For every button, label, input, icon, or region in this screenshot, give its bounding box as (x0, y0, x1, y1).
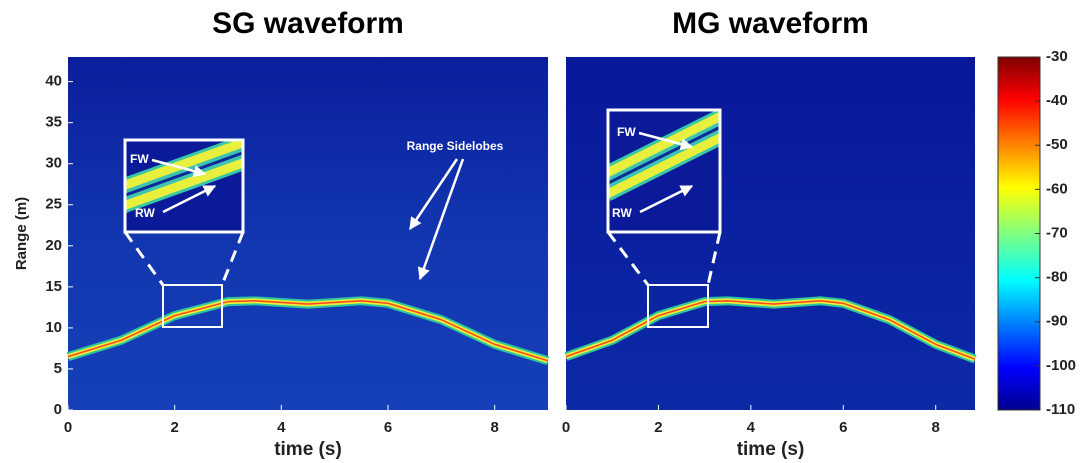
colorbar-tick-label: -110 (1046, 401, 1075, 418)
x-tick-label: 8 (932, 419, 940, 436)
figure: SG waveform time (s) Range (m) 0 2 4 6 8 0 5 10 15 2… (0, 0, 1080, 463)
y-axis-label: Range (m) (13, 197, 30, 270)
x-tick-label: 4 (747, 419, 756, 436)
y-tick-label: 25 (45, 196, 62, 213)
y-tick-label: 40 (45, 73, 62, 90)
colorbar-tick-label: -30 (1046, 48, 1068, 65)
annotation: RW (135, 206, 155, 220)
colorbar-tick-label: -50 (1046, 136, 1068, 153)
y-tick-label: 15 (45, 278, 62, 295)
colorbar-tick-label: -90 (1046, 313, 1068, 330)
y-tick-label: 10 (45, 319, 62, 336)
annotation: FW (130, 152, 149, 166)
annotation: Range Sidelobes (407, 139, 504, 153)
x-tick-label: 6 (839, 419, 847, 436)
colorbar-tick-label: -100 (1046, 357, 1076, 374)
annotation: RW (612, 206, 632, 220)
y-tick-label: 5 (54, 360, 62, 377)
y-tick-label: 30 (45, 155, 62, 172)
x-axis-label: time (s) (274, 439, 342, 460)
y-tick-label: 20 (45, 237, 62, 254)
colorbar-tick-label: -60 (1046, 180, 1068, 197)
x-tick-label: 4 (277, 419, 286, 436)
chart-title: SG waveform (212, 7, 404, 40)
x-tick-label: 2 (654, 419, 662, 436)
colorbar-tick-label: -40 (1046, 92, 1068, 109)
x-tick-label: 0 (562, 419, 570, 436)
y-tick-label: 0 (54, 401, 62, 418)
x-tick-label: 6 (384, 419, 392, 436)
x-axis-label: time (s) (737, 439, 805, 460)
x-tick-label: 2 (170, 419, 178, 436)
colorbar-tick-label: -70 (1046, 224, 1068, 241)
annotation: FW (617, 125, 636, 139)
colorbar (998, 57, 1040, 410)
x-tick-label: 0 (64, 419, 72, 436)
x-tick-label: 8 (490, 419, 498, 436)
y-tick-label: 35 (45, 114, 62, 131)
colorbar-tick-label: -80 (1046, 269, 1068, 286)
chart-title: MG waveform (672, 7, 869, 40)
